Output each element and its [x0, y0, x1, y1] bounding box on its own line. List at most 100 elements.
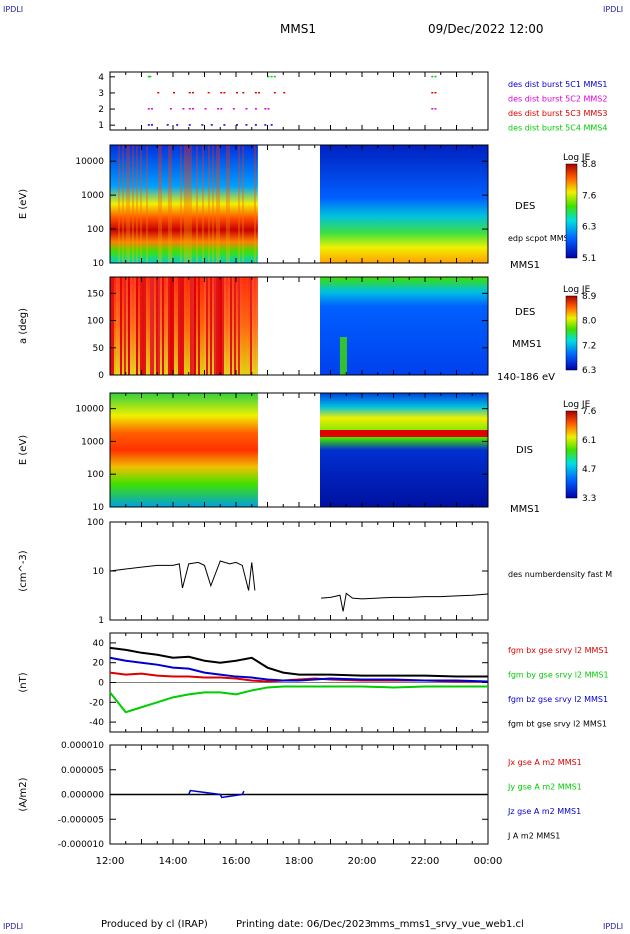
fgm-ylabel: (nT)	[18, 672, 29, 692]
dis-energy-stripe	[236, 393, 238, 507]
dis-energy-ytick-label: 1000	[81, 437, 104, 447]
burst-mark	[431, 75, 434, 78]
des-energy-colorbar	[565, 163, 578, 259]
des-pitch-stripe	[130, 277, 132, 375]
dis-energy-stripe	[198, 393, 200, 507]
burst-mark	[264, 124, 267, 126]
des-pitch-stripe	[216, 277, 218, 375]
des-pitch-stripe	[206, 277, 208, 375]
des-pitch-stripe	[214, 277, 216, 375]
burst-mark	[434, 108, 437, 110]
fgm-legend-entry: fgm bx gse srvy l2 MMS1	[508, 646, 609, 655]
burst-legend-entry: des dist burst 5C2 MMS2	[508, 95, 607, 104]
des-pitch-stripe	[242, 277, 244, 375]
des-pitch-stripe	[164, 277, 166, 375]
des-pitch-stripe	[124, 277, 126, 375]
time-axis-label: 22:00	[411, 856, 440, 867]
burst-mark	[245, 108, 248, 110]
des-pitch-stripe	[178, 277, 180, 375]
dis-energy-stripe	[142, 393, 144, 507]
dis-energy-stripe	[146, 393, 148, 507]
burst-mark	[242, 91, 245, 94]
fgm-legend-entry: fgm bt gse srvy l2 MMS1	[508, 720, 607, 729]
des-pitch-stripe	[250, 277, 252, 375]
des-pitch-stripe	[116, 277, 118, 375]
des-energy-ylabel: E (eV)	[18, 189, 29, 219]
dis-energy-stripe	[192, 393, 194, 507]
burst-mark	[147, 124, 150, 126]
dis-energy-stripe	[210, 393, 212, 507]
dis-energy-stripe	[202, 393, 204, 507]
des-pitch-stripe	[132, 277, 134, 375]
des-pitch-stripe	[168, 277, 170, 375]
logo-bottom-left: IPDLI	[3, 922, 24, 931]
des-pitch-stripe	[198, 277, 200, 375]
des-energy-ytick-label: 100	[87, 225, 104, 235]
dis-energy-stripe	[232, 393, 234, 507]
time-axis-label: 00:00	[474, 856, 503, 867]
dis-energy-stripe	[130, 393, 132, 507]
des-pitch-stripe	[174, 277, 176, 375]
footer-producer: Produced by cl (IRAP)	[101, 919, 208, 930]
burst-mark	[270, 124, 273, 126]
des-pitch-stripe	[204, 277, 206, 375]
burst-mark	[267, 108, 270, 110]
burst-mark	[191, 91, 194, 94]
dis-energy-stripe	[256, 393, 258, 507]
burst-ytick-label: 2	[98, 105, 104, 115]
dis-energy-stripe	[178, 393, 180, 507]
dis-energy-stripe	[194, 393, 196, 507]
footer-filename: mms_mms1_srvy_vue_web1.cl	[370, 919, 524, 930]
current-legend-entry: Jy gse A m2 MMS1	[507, 783, 582, 792]
dis-energy-label: DIS	[516, 445, 533, 456]
des-pitch-stripe	[256, 277, 258, 375]
des-pitch-colorbar-tick: 8.0	[582, 317, 597, 327]
fgm-ytick-label: 20	[93, 659, 105, 669]
dis-energy-stripe	[128, 393, 130, 507]
dis-energy-stripe	[216, 393, 218, 507]
density-ytick-label: 10	[93, 567, 105, 577]
dis-energy-stripe	[226, 393, 228, 507]
dis-energy-below-label: MMS1	[510, 504, 540, 515]
density-legend-entry: des numberdensity fast M	[508, 570, 612, 579]
des-pitch-stripe	[158, 277, 160, 375]
des-pitch-ytick-label: 50	[93, 344, 105, 354]
burst-mark	[245, 124, 248, 126]
des-pitch-stripe	[218, 277, 220, 375]
des-pitch-stripe	[248, 277, 250, 375]
des-pitch-colorbar-tick: 7.2	[582, 341, 596, 351]
des-pitch-stripe	[246, 277, 248, 375]
des-pitch-stripe	[152, 277, 154, 375]
des-pitch-stripe	[226, 277, 228, 375]
des-pitch-stripe	[176, 277, 178, 375]
dis-energy-stripe	[186, 393, 188, 507]
des-pitch-stripe	[144, 277, 146, 375]
des-energy-label: DES	[515, 201, 535, 212]
burst-mark	[157, 91, 160, 94]
burst-mark	[431, 91, 434, 94]
des-energy-spectrogram-late	[320, 145, 488, 263]
fgm-legend-entry: fgm bz gse srvy l2 MMS1	[508, 695, 608, 704]
des-pitch-stripe	[188, 277, 190, 375]
current-series-line	[188, 789, 245, 799]
dis-energy-stripe	[238, 393, 240, 507]
burst-ytick-label: 3	[98, 89, 104, 99]
dis-energy-ylabel: E (eV)	[18, 435, 29, 465]
des-pitch-ytick-label: 150	[87, 289, 104, 299]
des-pitch-feature	[339, 337, 347, 375]
des-pitch-stripe	[172, 277, 174, 375]
dis-energy-stripe	[114, 393, 116, 507]
burst-mark	[150, 108, 153, 110]
des-pitch-sublabel: MMS1	[512, 339, 542, 350]
des-pitch-stripe	[148, 277, 150, 375]
des-pitch-stripe	[208, 277, 210, 375]
des-pitch-stripe	[128, 277, 130, 375]
dis-energy-stripe	[208, 393, 210, 507]
dis-energy-stripe	[190, 393, 192, 507]
dis-energy-stripe	[170, 393, 172, 507]
des-energy-sublabel: edp scpot MMS1	[508, 234, 574, 243]
dis-energy-stripe	[172, 393, 174, 507]
des-pitch-stripe	[154, 277, 156, 375]
fgm-legend-entry: fgm by gse srvy l2 MMS1	[508, 671, 609, 680]
